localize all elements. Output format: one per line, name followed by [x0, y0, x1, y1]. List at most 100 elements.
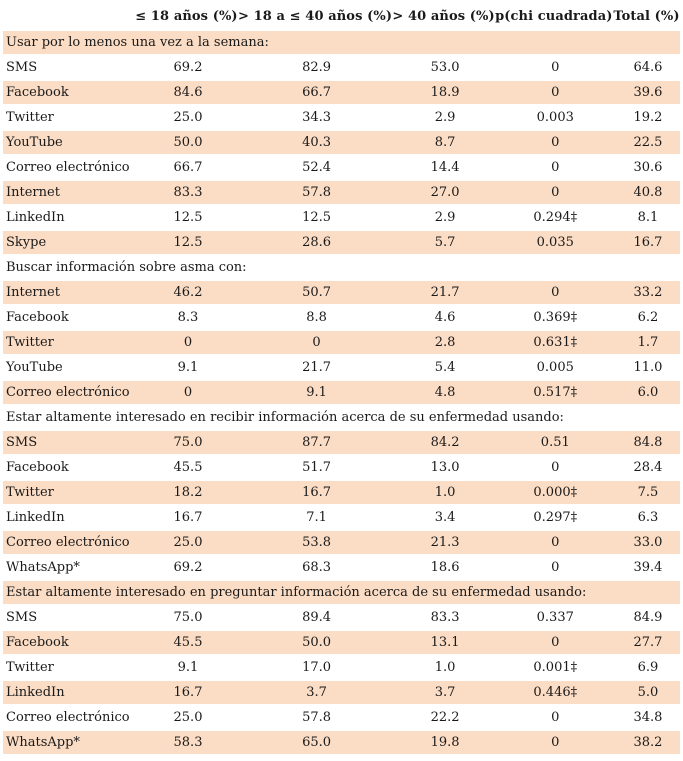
table-cell: 2.9	[434, 210, 456, 225]
table-row: Twitter 9.1 17.0 1.0 0.001‡ 6.9	[3, 656, 680, 679]
table-cell: 0	[495, 531, 613, 554]
table-row: YouTube 50.0 40.3 8.7 0 22.5	[3, 131, 681, 154]
table-cell: 27.0	[392, 181, 496, 204]
table-cell: 9.1	[177, 660, 199, 675]
table-cell: 0	[551, 710, 560, 725]
table-cell: 58.3	[135, 731, 238, 754]
table-cell: 45.5	[173, 460, 203, 475]
row-label: Facebook	[3, 81, 135, 104]
table-cell: 9.1	[238, 381, 393, 404]
table-row: Facebook 84.6 66.7 18.9 0 39.6	[3, 81, 681, 104]
table-cell: 84.2	[392, 431, 496, 454]
table-row: Correo electrónico 66.7 52.4 14.4 0 30.6	[3, 156, 680, 179]
table-row: SMS 75.0 89.4 83.3 0.337 84.9	[3, 606, 680, 629]
table-cell: 0.294‡	[533, 210, 578, 225]
table-cell: 34.8	[633, 710, 663, 725]
table-cell: 33.2	[612, 281, 681, 304]
table-cell: 18.9	[392, 81, 496, 104]
table-cell: 39.6	[612, 81, 681, 104]
section-title-row: Usar por lo menos una vez a la semana:	[3, 31, 681, 54]
table-cell: 38.2	[612, 731, 681, 754]
table-cell: 8.1	[637, 210, 659, 225]
table-cell: 83.3	[430, 610, 460, 625]
table-cell: 69.2	[173, 560, 203, 575]
table-cell: 0	[495, 131, 613, 154]
table-cell: 66.7	[173, 160, 203, 175]
table-cell: 28.4	[633, 460, 663, 475]
table-cell: 64.6	[633, 60, 663, 75]
header-cell-label	[3, 5, 135, 29]
table-cell: 0.631‡	[495, 331, 613, 354]
table-cell: 25.0	[173, 110, 203, 125]
table-cell: 84.9	[633, 610, 663, 625]
table-cell: 0	[238, 331, 393, 354]
table-cell: 0	[495, 731, 613, 754]
table-cell: 11.0	[633, 360, 663, 375]
table-cell: 4.6	[434, 310, 456, 325]
row-label: Internet	[3, 281, 135, 304]
table-row: Internet 83.3 57.8 27.0 0 40.8	[3, 181, 681, 204]
table-cell: 21.7	[302, 360, 332, 375]
table-cell: 25.0	[135, 531, 238, 554]
table-cell: 65.0	[238, 731, 393, 754]
table-cell: 75.0	[135, 431, 238, 454]
table-cell: 84.8	[612, 431, 681, 454]
row-label: Facebook	[6, 310, 69, 325]
table-cell: 8.7	[392, 131, 496, 154]
header-cell-p-value: p(chi cuadrada)	[495, 9, 613, 24]
table-cell: 16.7	[238, 481, 393, 504]
table-cell: 6.3	[637, 510, 659, 525]
table-cell: 0.297‡	[533, 510, 578, 525]
row-label: Correo electrónico	[6, 710, 130, 725]
table-cell: 66.7	[238, 81, 393, 104]
row-label: Twitter	[3, 331, 135, 354]
table-cell: 18.6	[430, 560, 460, 575]
table-row: Skype 12.5 28.6 5.7 0.035 16.7	[3, 231, 681, 254]
header-cell-total: Total (%)	[613, 9, 680, 24]
table-cell: 2.9	[434, 110, 456, 125]
table-cell: 53.0	[430, 60, 460, 75]
table-cell: 69.2	[173, 60, 203, 75]
table-cell: 3.7	[238, 681, 393, 704]
table-cell: 0.003	[536, 110, 574, 125]
section-title-row: Buscar información sobre asma con:	[3, 256, 680, 279]
table-row: Facebook 45.5 50.0 13.1 0 27.7	[3, 631, 681, 654]
table-cell: 75.0	[173, 610, 203, 625]
table-cell: 7.1	[306, 510, 327, 525]
table-cell: 0	[135, 381, 238, 404]
section-title: Buscar información sobre asma con:	[6, 260, 247, 275]
table-cell: 0	[495, 181, 613, 204]
row-label: SMS	[6, 610, 38, 625]
row-label: WhatsApp*	[3, 731, 135, 754]
table-row: Internet 46.2 50.7 21.7 0 33.2	[3, 281, 681, 304]
row-label: Skype	[3, 231, 135, 254]
table-row: Twitter 25.0 34.3 2.9 0.003 19.2	[3, 106, 680, 129]
table-row: SMS 75.0 87.7 84.2 0.51 84.8	[3, 431, 681, 454]
table-cell: 16.7	[612, 231, 681, 254]
table-cell: 3.4	[434, 510, 456, 525]
section-title-row: Estar altamente interesado en preguntar …	[3, 581, 681, 604]
table-cell: 0.001‡	[533, 660, 578, 675]
row-label: Twitter	[6, 660, 54, 675]
row-label: Correo electrónico	[3, 381, 135, 404]
table-cell: 0	[495, 281, 613, 304]
table-cell: 39.4	[633, 560, 663, 575]
table-row: Correo electrónico 25.0 57.8 22.2 0 34.8	[3, 706, 680, 729]
table-cell: 6.2	[637, 310, 659, 325]
table-cell: 4.8	[392, 381, 496, 404]
table-row: Correo electrónico 25.0 53.8 21.3 0 33.0	[3, 531, 681, 554]
table-cell: 0.035	[495, 231, 613, 254]
table-row: Correo electrónico 0 9.1 4.8 0.517‡ 6.0	[3, 381, 681, 404]
table-cell: 0.005	[536, 360, 574, 375]
table-cell: 12.5	[173, 210, 203, 225]
table-cell: 25.0	[173, 710, 203, 725]
table-cell: 16.7	[135, 681, 238, 704]
table-cell: 0.000‡	[495, 481, 613, 504]
table-cell: 34.3	[302, 110, 332, 125]
table-row: Twitter 0 0 2.8 0.631‡ 1.7	[3, 331, 681, 354]
table-cell: 21.7	[392, 281, 496, 304]
table-row: WhatsApp* 69.2 68.3 18.6 0 39.4	[3, 556, 680, 579]
row-label: LinkedIn	[3, 681, 135, 704]
table-cell: 51.7	[302, 460, 332, 475]
table-row: Twitter 18.2 16.7 1.0 0.000‡ 7.5	[3, 481, 681, 504]
